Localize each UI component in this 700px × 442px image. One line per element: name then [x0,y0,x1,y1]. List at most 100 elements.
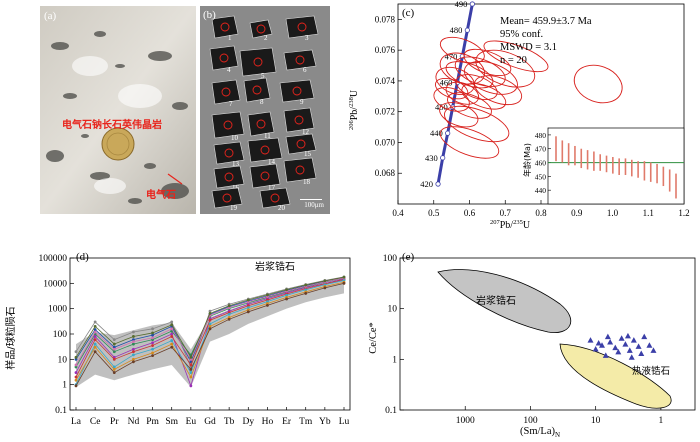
ree-data-point [93,335,97,338]
cl-grain: 16 [213,165,245,192]
ree-data-point [227,312,231,316]
d-xtick-label: Lu [339,417,350,427]
ree-data-point [132,357,135,361]
ree-data-point [342,275,346,279]
e-ytick-label: 100 [383,254,398,264]
ree-data-point [74,365,78,369]
ree-data-point [151,333,154,337]
cl-grain-body [249,19,273,39]
cl-grain-body [247,137,283,163]
error-ellipse [445,81,480,105]
c-xtick-label: 0.8 [535,208,547,218]
c-xtick-label: 0.9 [571,208,583,218]
e-xlabel: (Sm/La)N [520,426,560,437]
cl-grain: 20 [259,187,291,212]
ree-data-point [151,336,154,340]
concordia-age-marker [469,1,475,7]
error-ellipse [433,87,470,112]
ree-data-point [132,360,135,364]
zircon-data-point [595,340,602,346]
cl-grain-body [279,79,315,103]
concordia-age-marker [445,130,451,136]
ree-series [74,280,346,382]
cl-grain-number: 15 [304,150,312,158]
zircon-data-point [635,343,642,349]
panel-b-label: (b) [203,9,216,21]
e-xtick-label: 10 [591,416,601,426]
ree-chart: 0.1 1 10 100 1000 10000 100000 La Ce Pr Nd Pm Sm Eu Gd… [4,251,351,427]
ree-data-point [170,339,174,342]
ree-data-point [189,375,193,379]
zircon-data-point [624,332,631,339]
ree-data-point [112,350,116,354]
ree-series [74,275,346,359]
cl-spot [256,119,266,129]
cl-grain-body [213,165,245,189]
ree-data-point [132,330,135,334]
concordia-age-label: 480 [450,25,463,35]
cl-grain: 13 [213,141,245,168]
e-xlabel-main: (Sm/La) [520,426,555,437]
ree-data-point [74,357,78,361]
ree-data-point [285,288,288,292]
c-xlabel-sup2: 235 [513,219,523,226]
d-xtick-label: Tb [224,417,235,427]
error-ellipse [483,40,549,73]
panel-c-label: (c) [402,7,415,19]
cl-grain-number: 3 [305,34,309,42]
c-xtick-label: 0.4 [392,208,404,218]
d-xtick-label: Pr [110,417,119,427]
cl-grain-body [211,15,239,39]
c-ytick-label: 0.072 [375,107,395,117]
d-xtick-label: Tm [299,417,313,427]
inset-ytick-label: 470 [535,145,547,154]
cl-grain: 2 [249,19,273,42]
ree-data-point [323,279,327,283]
stats-conf: 95% conf. [500,29,543,40]
stats-mean: Mean= 459.9±3.7 Ma [500,16,592,27]
ree-data-point [304,283,308,287]
ree-data-point [112,355,116,359]
cl-grain: 14 [247,137,283,166]
ree-data-point [132,353,135,357]
cl-grain-body [259,187,291,209]
scale-bar [300,199,322,200]
inset-frame [547,127,685,205]
ree-data-point [112,365,116,369]
cl-grain-number: 18 [303,178,311,186]
zircon-data-point [607,338,614,345]
field-photo [40,6,196,214]
cl-grain: 12 [283,107,315,136]
concordia-age-label: 490 [455,0,468,9]
c-xtick-label: 1.2 [678,208,689,218]
ree-data-point [285,297,288,301]
cl-grain: 9 [279,79,315,106]
cl-spot [223,120,233,130]
ree-data-point [151,354,154,358]
e-ylabel: Ce/Ce* [368,322,379,354]
d-ytick-label: 0.1 [55,406,67,416]
zircon-data-point [630,337,637,343]
ree-data-point [112,342,116,346]
error-ellipse [444,105,510,143]
c-xlabel-sup: 207 [490,219,501,226]
error-ellipse [474,75,523,106]
cl-grain-body [213,141,245,165]
e-xlabel-sub: N [555,431,560,437]
rock-name-label: 电气石钠长石英伟晶岩 [62,120,162,131]
cl-spot [294,115,304,125]
panel-c: 0.4 0.5 0.6 0.7 0.8 0.9 1.0 1.1 1.2 0.068 0.070 0.0… [340,0,700,232]
cl-grain-number: 12 [302,128,310,136]
d-ytick-label: 1000 [48,305,67,315]
ree-data-point [170,342,174,346]
concordia-age-label: 460 [440,77,453,87]
c-xtick-label: 0.5 [428,208,440,218]
inset-ytick-label: 480 [535,131,547,140]
ree-data-point [170,323,174,327]
c-ylabel-sup2: 238 [348,97,355,107]
ree-data-point [246,308,250,312]
ree-data-point [266,293,269,297]
c-ytick-label: 0.076 [375,45,396,55]
tourmaline-label: 电气石 [146,190,176,201]
ree-data-point [112,368,116,371]
